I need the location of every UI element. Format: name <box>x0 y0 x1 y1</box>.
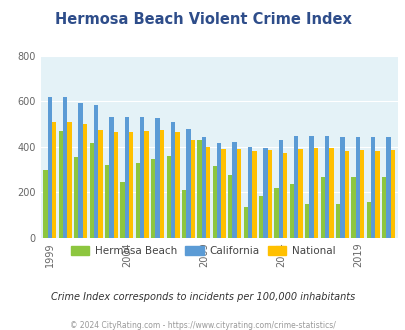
Bar <box>243 207 247 238</box>
Bar <box>258 196 262 238</box>
Bar <box>298 149 302 238</box>
Bar <box>252 151 256 238</box>
Bar <box>190 140 194 238</box>
Legend: Hermosa Beach, California, National: Hermosa Beach, California, National <box>66 242 339 260</box>
Bar <box>205 147 210 238</box>
Bar <box>47 97 52 238</box>
Bar <box>335 204 339 238</box>
Bar <box>212 166 217 238</box>
Bar <box>144 131 148 238</box>
Bar <box>320 178 324 238</box>
Bar <box>43 170 47 238</box>
Bar <box>124 117 129 238</box>
Bar <box>274 188 278 238</box>
Bar <box>375 151 379 238</box>
Text: © 2024 CityRating.com - https://www.cityrating.com/crime-statistics/: © 2024 CityRating.com - https://www.city… <box>70 321 335 330</box>
Bar <box>105 165 109 238</box>
Bar <box>217 144 221 238</box>
Bar <box>171 122 175 238</box>
Bar <box>355 137 359 238</box>
Bar <box>166 156 171 238</box>
Bar <box>78 103 83 238</box>
Bar <box>98 130 102 238</box>
Bar <box>83 124 87 238</box>
Bar <box>350 178 355 238</box>
Text: Crime Index corresponds to incidents per 100,000 inhabitants: Crime Index corresponds to incidents per… <box>51 292 354 302</box>
Bar <box>155 118 160 238</box>
Bar <box>366 202 370 238</box>
Bar <box>74 157 78 238</box>
Bar <box>67 122 72 238</box>
Bar <box>236 149 241 238</box>
Bar <box>305 204 309 238</box>
Bar <box>63 97 67 238</box>
Bar <box>309 136 313 238</box>
Bar <box>370 137 375 238</box>
Bar <box>282 152 287 238</box>
Bar <box>90 144 94 238</box>
Bar <box>140 117 144 238</box>
Bar <box>247 147 252 238</box>
Bar <box>151 159 155 238</box>
Bar <box>262 148 267 238</box>
Bar <box>197 140 201 238</box>
Bar <box>135 163 140 238</box>
Bar <box>339 137 344 238</box>
Bar <box>175 132 179 238</box>
Bar <box>113 132 117 238</box>
Bar <box>359 150 363 238</box>
Bar <box>324 136 328 238</box>
Bar <box>390 150 394 238</box>
Bar <box>129 132 133 238</box>
Bar <box>120 182 124 238</box>
Bar <box>59 131 63 238</box>
Bar <box>221 149 225 238</box>
Bar <box>293 136 298 238</box>
Bar <box>267 150 271 238</box>
Bar <box>160 130 164 238</box>
Bar <box>344 151 348 238</box>
Bar <box>232 142 236 238</box>
Bar <box>186 129 190 238</box>
Bar <box>313 148 318 238</box>
Bar <box>94 105 98 238</box>
Bar <box>52 122 56 238</box>
Bar <box>386 137 390 238</box>
Text: Hermosa Beach Violent Crime Index: Hermosa Beach Violent Crime Index <box>54 12 351 26</box>
Bar <box>109 117 113 238</box>
Bar <box>328 148 333 238</box>
Bar <box>289 183 293 238</box>
Bar <box>278 140 282 238</box>
Bar <box>228 175 232 238</box>
Bar <box>181 190 186 238</box>
Bar <box>201 137 205 238</box>
Bar <box>381 178 386 238</box>
